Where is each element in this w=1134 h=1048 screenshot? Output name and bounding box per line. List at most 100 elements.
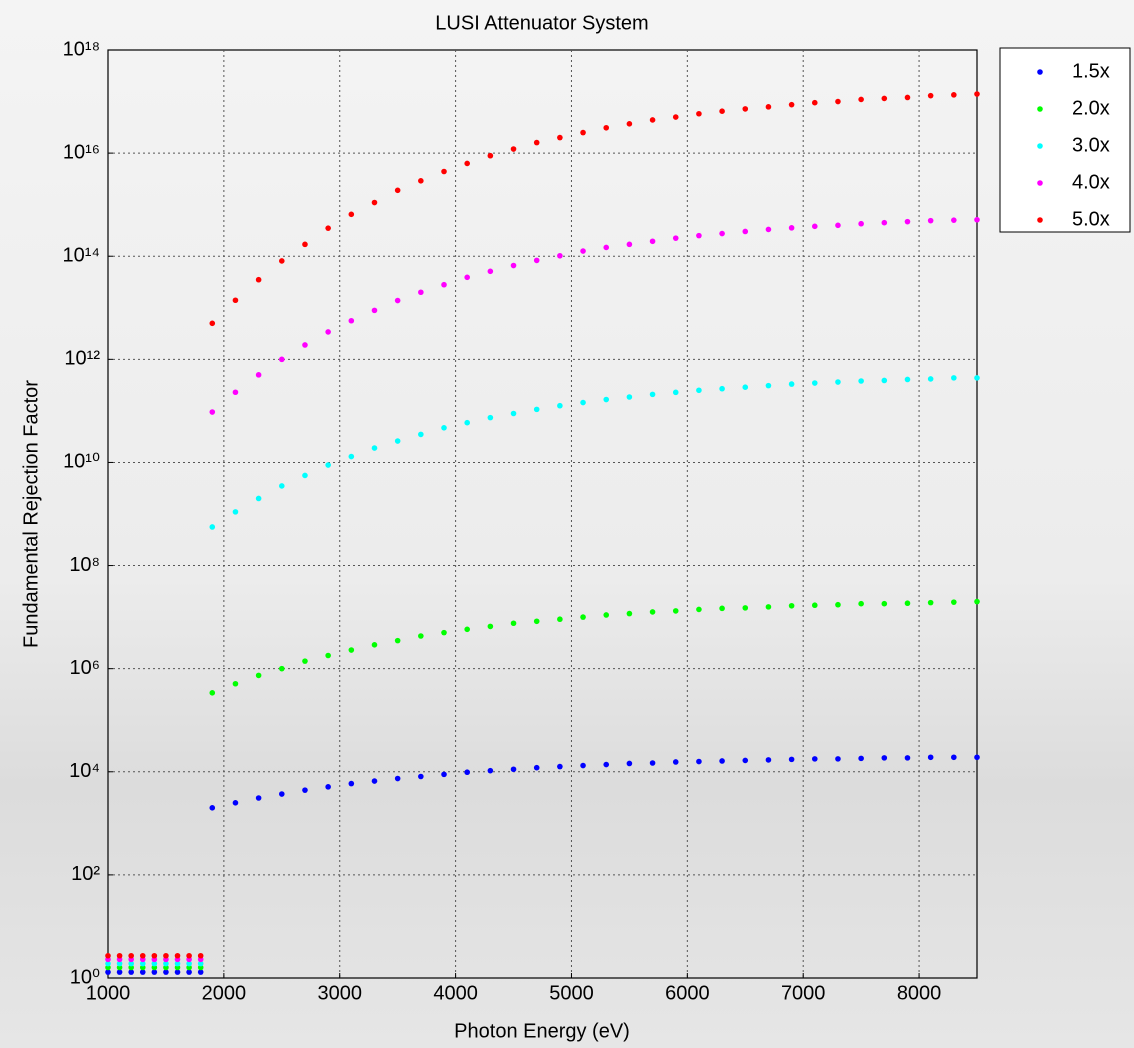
data-point (696, 232, 702, 239)
data-point (302, 472, 308, 479)
data-point (174, 964, 181, 971)
data-point (441, 424, 447, 431)
data-point (487, 152, 494, 159)
data-point (603, 124, 610, 131)
data-point (927, 92, 934, 99)
data-point (441, 771, 447, 778)
data-point (371, 199, 378, 206)
data-point (533, 257, 540, 264)
data-point (105, 969, 111, 975)
legend-marker (1037, 143, 1043, 149)
data-point (174, 952, 181, 959)
legend-label: 4.0x (1072, 171, 1110, 193)
data-point (487, 268, 494, 275)
chart-title: LUSI Attenuator System (435, 12, 648, 34)
data-point (603, 244, 610, 251)
data-point (232, 509, 239, 515)
data-point (105, 964, 111, 971)
data-point (533, 139, 540, 146)
y-tick-label: 10² (71, 863, 100, 885)
data-point (603, 612, 610, 618)
data-point (464, 769, 470, 776)
data-point (279, 356, 285, 363)
data-point (151, 964, 158, 971)
data-point (325, 225, 331, 231)
data-point (881, 377, 888, 384)
data-point (811, 99, 818, 106)
y-axis-label: Fundamental Rejection Factor (20, 380, 42, 648)
data-point (626, 760, 633, 767)
data-point (186, 952, 192, 959)
y-tick-label: 10⁶ (70, 657, 100, 679)
data-point (858, 378, 864, 384)
data-point (603, 761, 610, 768)
data-point (232, 389, 239, 396)
data-point (719, 605, 725, 612)
data-point (811, 602, 818, 609)
data-point (116, 952, 123, 959)
data-point (279, 258, 285, 264)
data-point (626, 610, 633, 617)
data-point (788, 602, 795, 609)
legend (999, 47, 1131, 233)
data-point (835, 379, 841, 385)
data-point (105, 952, 111, 959)
data-point (649, 609, 656, 615)
data-point (672, 759, 679, 765)
data-point (557, 763, 563, 770)
data-point (927, 376, 934, 382)
data-point (881, 600, 888, 607)
data-point (302, 658, 308, 664)
data-point (487, 623, 494, 630)
data-point (302, 241, 308, 248)
data-point (811, 223, 818, 230)
data-point (672, 608, 679, 614)
data-point (163, 952, 169, 959)
data-point (487, 767, 494, 774)
data-point (696, 387, 702, 394)
data-point (974, 754, 980, 761)
data-point (765, 604, 772, 610)
data-point (533, 764, 540, 771)
data-point (881, 755, 888, 761)
legend-marker (1037, 69, 1043, 75)
data-point (371, 445, 378, 451)
data-point (139, 952, 146, 959)
data-point (626, 394, 633, 400)
data-point (139, 964, 146, 971)
data-point (510, 620, 517, 627)
data-point (927, 754, 934, 761)
data-point (788, 225, 795, 231)
data-point (974, 598, 980, 605)
legend-marker (1037, 180, 1043, 186)
data-point (719, 108, 725, 115)
data-point (163, 960, 169, 967)
data-point (765, 226, 772, 233)
data-point (765, 104, 772, 110)
data-point (371, 778, 378, 784)
data-point (858, 600, 864, 607)
data-point (394, 775, 401, 782)
data-point (649, 760, 656, 766)
data-point (348, 647, 355, 653)
data-point (649, 391, 656, 398)
data-point (348, 780, 355, 787)
data-point (742, 228, 749, 235)
y-tick-label: 10¹⁴ (63, 245, 101, 267)
x-tick-label: 4000 (433, 982, 478, 1004)
data-point (302, 342, 308, 348)
data-point (858, 755, 864, 762)
data-point (580, 614, 586, 620)
data-point (626, 241, 633, 248)
data-point (811, 756, 818, 762)
x-tick-label: 8000 (897, 982, 942, 1004)
data-point (649, 238, 656, 245)
data-point (835, 222, 841, 229)
data-point (394, 438, 401, 444)
data-point (255, 276, 262, 283)
data-point (696, 606, 702, 613)
data-point (128, 964, 134, 971)
y-tick-label: 10¹² (64, 348, 100, 370)
